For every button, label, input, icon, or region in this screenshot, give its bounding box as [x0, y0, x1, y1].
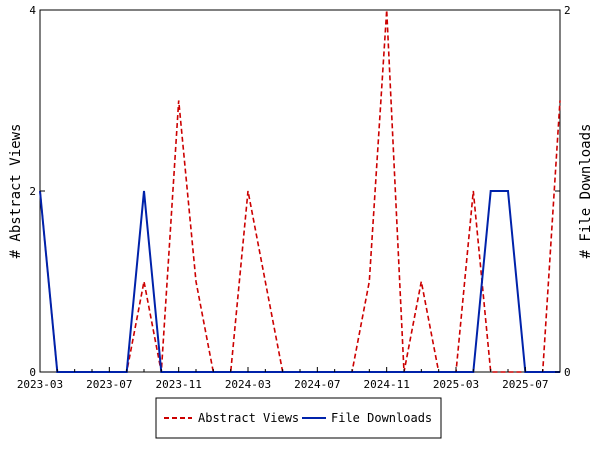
- legend: Abstract Views File Downloads: [155, 397, 442, 439]
- legend-label-abstract-views: Abstract Views: [198, 411, 299, 425]
- y-left-tick-label-0: 0: [29, 366, 36, 379]
- plot-area: [39, 9, 561, 373]
- y-right-tick-label-0: 0: [564, 366, 571, 379]
- x-tick-label-2024-07: 2024-07: [294, 378, 340, 391]
- legend-label-file-downloads: File Downloads: [331, 411, 432, 425]
- y-axis-right-title: # File Downloads: [578, 124, 594, 259]
- y-right-tick-label-2: 2: [564, 4, 571, 17]
- y-left-tick-label-4: 4: [29, 4, 36, 17]
- x-tick-label-2024-03: 2024-03: [225, 378, 271, 391]
- axis-layer: 2023-03 2023-07 2023-11 2024-03 2024-07 2024-…: [17, 4, 571, 391]
- x-tick-label-2023-03: 2023-03: [17, 378, 63, 391]
- y-left-tick-label-2: 2: [29, 185, 36, 198]
- y-axis-left-title: # Abstract Views: [8, 124, 24, 259]
- x-tick-label-2024-11: 2024-11: [363, 378, 409, 391]
- x-tick-label-2023-07: 2023-07: [86, 378, 132, 391]
- x-tick-label-2025-03: 2025-03: [433, 378, 479, 391]
- x-tick-label-2023-11: 2023-11: [155, 378, 201, 391]
- legend-box: [155, 397, 442, 439]
- x-tick-label-2025-07: 2025-07: [502, 378, 548, 391]
